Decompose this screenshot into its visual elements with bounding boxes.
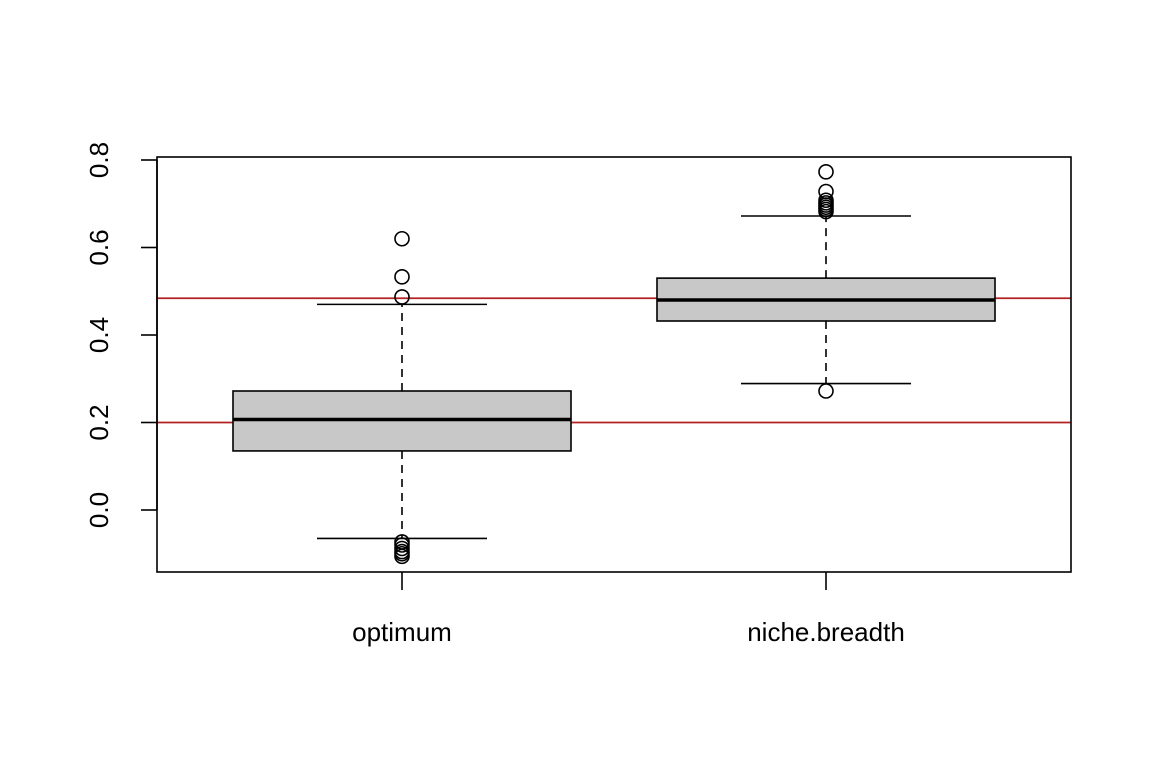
boxplot-optimum <box>232 230 572 565</box>
outlier-point <box>818 203 834 220</box>
x-tick-label: niche.breadth <box>747 617 905 647</box>
x-axis: optimum niche.breadth <box>352 572 905 647</box>
y-tick-label: 0.2 <box>84 404 114 440</box>
y-axis: 0.0 0.2 0.4 0.6 0.8 <box>84 142 158 528</box>
outlier-point <box>394 289 410 305</box>
plot-frame <box>156 156 1072 573</box>
boxplots <box>232 164 996 565</box>
outlier-point <box>818 383 834 399</box>
outlier-point <box>394 230 410 247</box>
y-tick-label: 0.0 <box>84 492 114 528</box>
outlier-point <box>394 269 410 285</box>
outlier-point <box>394 537 410 553</box>
y-tick-label: 0.6 <box>84 229 114 265</box>
y-tick-label: 0.8 <box>84 142 114 178</box>
outlier-point <box>394 548 410 565</box>
outlier-point <box>818 164 834 180</box>
boxplot-niche-breadth <box>656 164 996 399</box>
y-tick-label: 0.4 <box>84 317 114 353</box>
x-tick-label: optimum <box>352 617 452 647</box>
